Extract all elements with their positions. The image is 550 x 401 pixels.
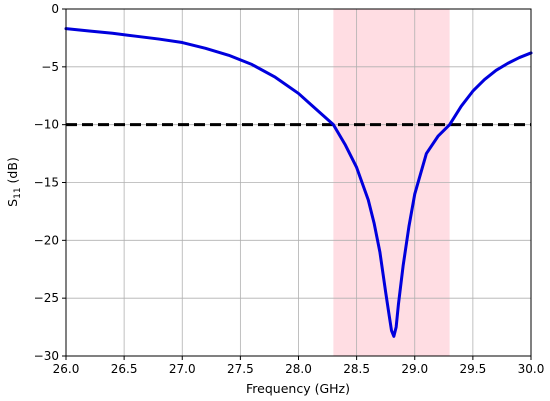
y-axis-label-base: S: [5, 199, 20, 207]
y-tick-label: −30: [34, 349, 59, 363]
x-tick-label: 30.0: [518, 362, 545, 376]
x-tick-label: 26.5: [111, 362, 138, 376]
x-ticks: 26.0 26.5 27.0 27.5 28.0 28.5 29.0 29.5 30.0: [53, 356, 545, 376]
y-tick-label: −25: [34, 291, 59, 305]
y-tick-label: −5: [41, 60, 59, 74]
y-axis-label-unit: (dB): [5, 157, 20, 187]
x-tick-label: 29.0: [401, 362, 428, 376]
y-tick-label: 0: [51, 2, 59, 16]
x-tick-label: 28.5: [343, 362, 370, 376]
y-tick-label: −20: [34, 233, 59, 247]
y-axis-label-subscript: 11: [13, 187, 23, 198]
x-tick-label: 26.0: [53, 362, 80, 376]
series-line-s11: [64, 27, 533, 338]
y-tick-label: −10: [34, 118, 59, 132]
grid-layer: [65, 8, 532, 357]
x-tick-label: 27.0: [169, 362, 196, 376]
y-tick-label: −15: [34, 176, 59, 190]
x-tick-label: 29.5: [460, 362, 487, 376]
x-tick-label: 28.0: [285, 362, 312, 376]
x-tick-label: 27.5: [227, 362, 254, 376]
series-layer: [64, 27, 533, 338]
x-axis-label: Frequency (GHz): [246, 381, 350, 396]
y-ticks: 0 −5 −10 −15 −20 −25 −30: [34, 2, 66, 363]
y-axis-label: S11 (dB): [5, 157, 23, 207]
